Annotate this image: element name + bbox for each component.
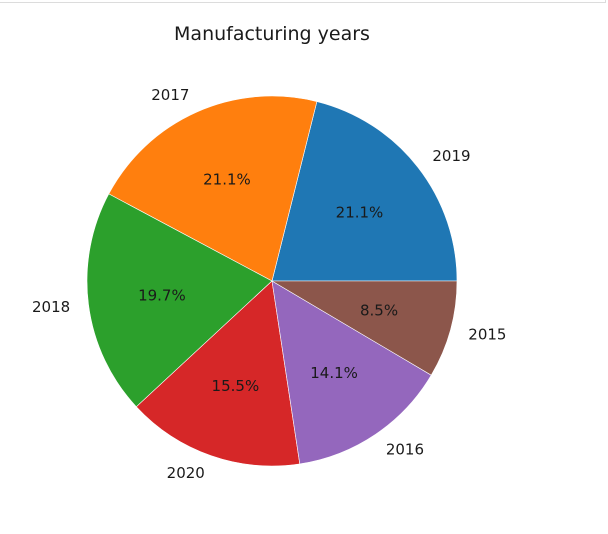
pie-category-label: 2015 xyxy=(468,326,506,344)
output-frame-border xyxy=(0,0,606,3)
pie-slices xyxy=(86,95,458,467)
pie-percent-label: 15.5% xyxy=(212,377,260,395)
pie-slice-2018 xyxy=(86,193,273,408)
pie-slice-2019 xyxy=(271,101,458,282)
pie-percent-label: 8.5% xyxy=(360,301,398,319)
pie-percent-label: 19.7% xyxy=(138,286,186,304)
pie-percent-label: 21.1% xyxy=(203,171,251,189)
pie-slice-2020 xyxy=(135,280,301,467)
pie-category-label: 2020 xyxy=(167,464,205,482)
pie-slice-2017 xyxy=(108,95,318,282)
pie-slice-2016 xyxy=(271,280,432,465)
pie-category-label: 2019 xyxy=(432,147,470,165)
pie-category-label: 2018 xyxy=(32,298,70,316)
pie-category-label: 2017 xyxy=(151,86,189,104)
pie-category-label: 2016 xyxy=(386,441,424,459)
pie-labels: 21.1% 2019 21.1% 2017 19.7% 2018 15.5% 2020 14.1… xyxy=(32,86,506,482)
chart-title: Manufacturing years xyxy=(174,23,370,45)
pie-percent-label: 14.1% xyxy=(310,364,358,382)
pie-slice-2015 xyxy=(270,280,458,376)
pie-percent-label: 21.1% xyxy=(336,204,384,222)
